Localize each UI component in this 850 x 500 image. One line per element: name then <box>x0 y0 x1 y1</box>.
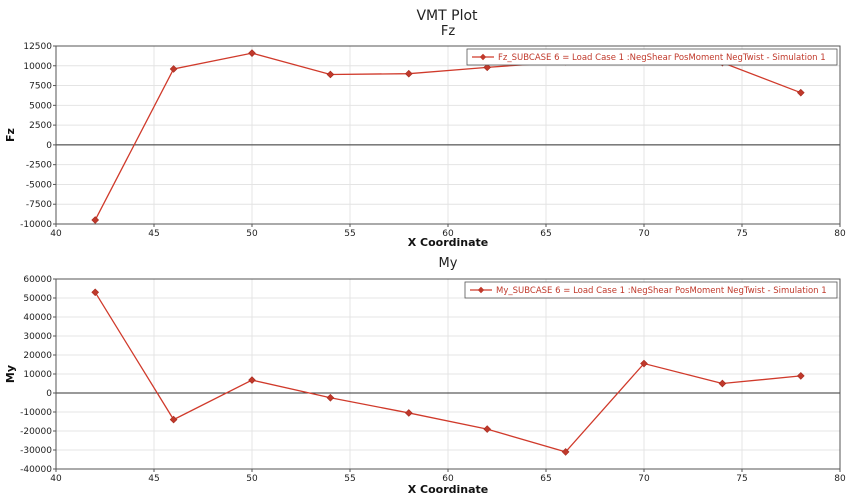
data-point <box>91 288 100 297</box>
data-point <box>796 88 805 97</box>
y-tick-label: 60000 <box>23 275 52 285</box>
x-tick-label: 70 <box>638 474 650 484</box>
y-axis-label: Fz <box>4 128 17 142</box>
x-tick-label: 65 <box>540 474 551 484</box>
y-tick-label: -20000 <box>20 427 52 437</box>
legend-entry: My_SUBCASE 6 = Load Case 1 :NegShear Pos… <box>496 286 827 296</box>
x-tick-label: 40 <box>50 474 62 484</box>
chart-title: My <box>439 256 458 271</box>
x-tick-label: 65 <box>540 229 551 239</box>
y-tick-label: 20000 <box>23 351 52 361</box>
data-point <box>326 70 335 79</box>
data-point <box>169 415 178 424</box>
y-tick-label: 0 <box>46 389 52 399</box>
data-point <box>404 409 413 417</box>
data-point <box>796 372 805 380</box>
y-tick-label: 5000 <box>29 101 52 111</box>
x-axis-label: X Coordinate <box>408 236 489 249</box>
window-title: VMT Plot <box>416 8 478 24</box>
x-tick-label: 45 <box>148 229 159 239</box>
legend-swatch-marker <box>479 53 487 61</box>
y-tick-label: 50000 <box>23 294 52 304</box>
chart-0: Fz 40 45 50 55 60 65 70 75 80 -10000 -7500 -5000 -250… <box>4 24 846 249</box>
data-point <box>640 359 648 368</box>
legend-entry: Fz_SUBCASE 6 = Load Case 1 :NegShear Pos… <box>498 53 826 63</box>
data-point <box>91 216 100 224</box>
y-tick-label: 30000 <box>23 332 52 342</box>
data-point <box>483 425 492 433</box>
data-point <box>326 393 335 402</box>
x-axis-label: X Coordinate <box>408 483 489 496</box>
x-tick-label: 60 <box>442 474 454 484</box>
y-tick-label: 0 <box>46 141 52 151</box>
y-tick-label: -40000 <box>20 465 52 475</box>
x-tick-label: 50 <box>246 474 258 484</box>
y-tick-label: -10000 <box>20 408 52 418</box>
y-axis-label: My <box>4 365 17 383</box>
y-tick-label: 2500 <box>29 121 52 131</box>
data-point <box>404 69 413 78</box>
y-tick-label: 12500 <box>23 42 52 52</box>
x-tick-label: 80 <box>834 474 846 484</box>
x-tick-label: 55 <box>344 229 355 239</box>
chart-title: Fz <box>441 24 455 39</box>
chart-1: My 40 45 50 55 60 65 70 75 80 -40000 -30000 -20000 -1… <box>4 256 846 496</box>
y-tick-label: 10000 <box>23 62 52 72</box>
legend-swatch-marker <box>477 286 485 294</box>
x-tick-label: 75 <box>736 474 747 484</box>
y-tick-label: -2500 <box>26 161 52 171</box>
y-tick-label: -30000 <box>20 446 52 456</box>
x-tick-label: 45 <box>148 474 159 484</box>
x-tick-label: 60 <box>442 229 454 239</box>
series-line <box>94 291 801 453</box>
x-tick-label: 55 <box>344 474 355 484</box>
data-point <box>718 379 727 388</box>
y-tick-label: 7500 <box>29 82 52 92</box>
data-point <box>248 376 256 384</box>
data-point <box>561 448 570 456</box>
y-tick-label: 10000 <box>23 370 52 380</box>
x-tick-label: 50 <box>246 229 258 239</box>
x-tick-label: 75 <box>736 229 747 239</box>
y-tick-label: -10000 <box>20 220 52 230</box>
x-tick-label: 80 <box>834 229 846 239</box>
x-tick-label: 70 <box>638 229 650 239</box>
y-tick-label: -5000 <box>26 180 52 190</box>
data-point <box>483 63 492 72</box>
y-tick-label: 40000 <box>23 313 52 323</box>
data-point <box>169 65 178 73</box>
x-tick-label: 40 <box>50 229 62 239</box>
legend-box <box>466 48 838 66</box>
legend-box <box>464 281 838 299</box>
data-point <box>248 49 256 57</box>
y-tick-label: -7500 <box>26 200 52 210</box>
